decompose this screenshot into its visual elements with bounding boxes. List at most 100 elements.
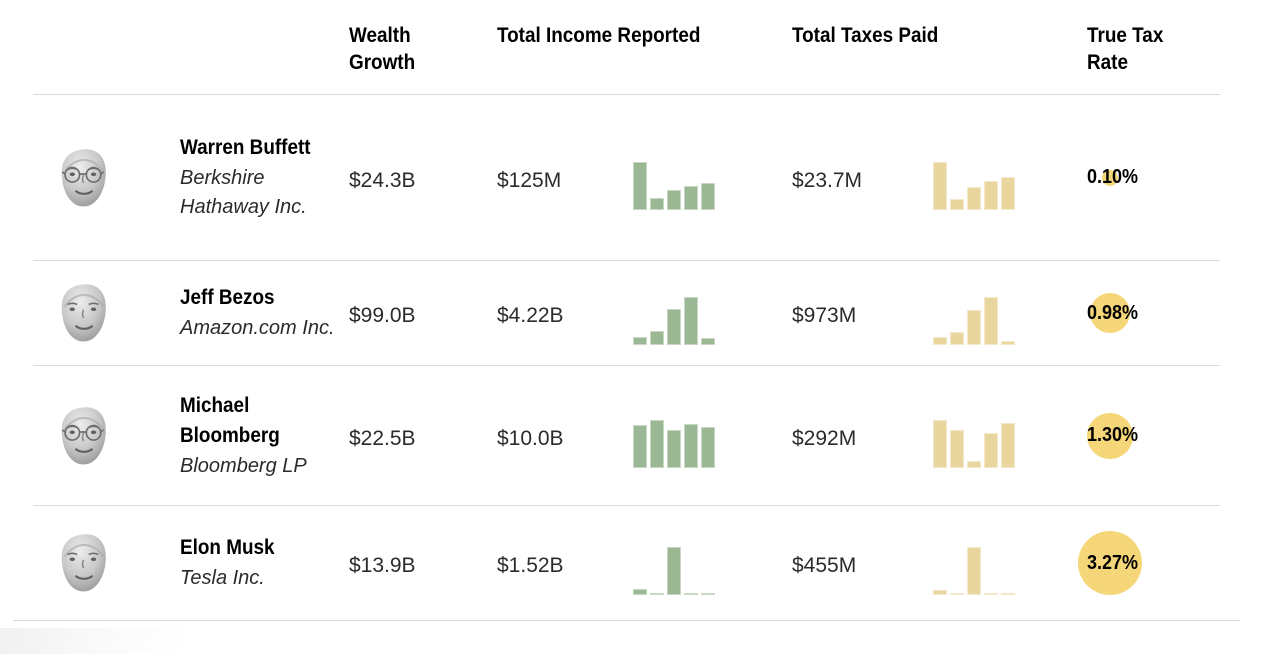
table-row-jeff-bezos: Jeff Bezos Amazon.com Inc. $99.0B $4.22B… (33, 261, 1220, 366)
true-tax-rate-value: 1.30% (1087, 424, 1139, 446)
spark-bar (1001, 423, 1015, 468)
person-cell: Warren Buffett Berkshire Hathaway Inc. (180, 133, 347, 222)
spark-bar (667, 430, 681, 468)
spark-bar (684, 297, 698, 345)
spark-bar (950, 198, 964, 210)
true-tax-rate-cell: 3.27% (1077, 531, 1220, 595)
income-sparkline (633, 547, 715, 595)
person-cell: Jeff Bezos Amazon.com Inc. (180, 283, 347, 343)
table-row-elon-musk: Elon Musk Tesla Inc. $13.9B $1.52B $455M… (33, 506, 1220, 620)
true-tax-rate-value: 0.10% (1087, 166, 1139, 188)
spark-bar (633, 161, 647, 210)
spark-bar (950, 430, 964, 468)
spark-bar (967, 310, 981, 345)
spark-bar (633, 425, 647, 468)
spark-bar (650, 330, 664, 345)
taxes-sparkline (933, 547, 1015, 595)
company-name: Amazon.com Inc. (180, 317, 335, 339)
spark-bar (633, 589, 647, 595)
taxes-sparkline (933, 297, 1015, 345)
taxes-sparkline (933, 161, 1015, 210)
table-row-warren-buffett: Warren Buffett Berkshire Hathaway Inc. $… (33, 95, 1220, 261)
corner-shade (0, 628, 185, 654)
portrait-jeff-bezos (50, 280, 118, 346)
spark-bar (701, 593, 715, 595)
person-name: Michael Bloomberg (180, 393, 280, 447)
spark-bar (1001, 176, 1015, 210)
rate-highlight-circle (1086, 412, 1133, 459)
true-tax-rate-cell: 1.30% (1085, 412, 1220, 459)
spark-bar (650, 593, 664, 595)
income-value: $1.52B (497, 554, 564, 577)
portrait-michael-bloomberg (50, 403, 118, 469)
true-tax-rate-cell: 0.98% (1085, 293, 1220, 333)
company-name: Tesla Inc. (180, 567, 265, 589)
spark-bar (950, 331, 964, 345)
rate-highlight-circle (1101, 169, 1118, 186)
person-name: Warren Buffett (180, 136, 311, 159)
spark-bar (933, 336, 947, 345)
spark-bar (933, 590, 947, 595)
spark-bar (967, 187, 981, 210)
wealth-growth-value: $22.5B (349, 426, 416, 450)
income-value: $125M (497, 168, 562, 192)
spark-bar (984, 432, 998, 468)
person-face-icon (60, 405, 107, 465)
income-sparkline (633, 161, 715, 210)
spark-bar (667, 309, 681, 345)
company-name: Bloomberg LP (180, 454, 307, 477)
spark-bar (701, 183, 715, 210)
taxes-value: $973M (792, 304, 857, 327)
true-tax-rate-value: 0.98% (1087, 301, 1139, 324)
spark-bar (933, 161, 947, 210)
spark-bar (701, 427, 715, 468)
person-face-icon (60, 533, 107, 593)
income-sparkline (633, 419, 715, 468)
table-row-michael-bloomberg: Michael Bloomberg Bloomberg LP $22.5B $1… (33, 366, 1220, 506)
table-header: Wealth Growth Total Income Reported Tota… (33, 0, 1220, 95)
spark-bar (933, 419, 947, 468)
person-name: Jeff Bezos (180, 286, 275, 309)
spark-bar (984, 593, 998, 595)
person-cell: Michael Bloomberg Bloomberg LP (180, 391, 347, 481)
wealth-growth-value: $99.0B (349, 304, 416, 327)
spark-bar (633, 336, 647, 345)
taxes-value: $455M (792, 554, 857, 577)
spark-bar (701, 338, 715, 345)
spark-bar (684, 186, 698, 210)
taxes-value: $292M (792, 426, 857, 450)
wealth-growth-value: $13.9B (349, 554, 416, 577)
col-header-true-tax-rate: True Tax Rate (1087, 24, 1164, 74)
bottom-divider (13, 620, 1240, 621)
tax-table: Wealth Growth Total Income Reported Tota… (33, 0, 1220, 620)
rate-highlight-circle (1089, 293, 1130, 333)
income-sparkline (633, 297, 715, 345)
taxes-sparkline (933, 419, 1015, 468)
col-header-wealth-growth: Wealth Growth (349, 24, 416, 74)
person-name: Elon Musk (180, 536, 275, 559)
person-cell: Elon Musk Tesla Inc. (180, 533, 347, 593)
spark-bar (684, 593, 698, 595)
col-header-total-taxes: Total Taxes Paid (792, 24, 939, 47)
true-tax-rate-cell: 0.10% (1085, 166, 1220, 189)
wealth-growth-value: $24.3B (349, 168, 416, 192)
rate-highlight-circle (1077, 531, 1142, 595)
spark-bar (650, 198, 664, 210)
spark-bar (984, 297, 998, 345)
taxes-value: $23.7M (792, 168, 863, 192)
person-face-icon (60, 283, 107, 343)
spark-bar (684, 424, 698, 468)
spark-bar (650, 419, 664, 468)
spark-bar (984, 180, 998, 210)
portrait-elon-musk (50, 530, 118, 596)
spark-bar (950, 593, 964, 595)
income-value: $10.0B (497, 426, 564, 450)
spark-bar (667, 190, 681, 210)
portrait-warren-buffett (50, 145, 118, 211)
spark-bar (967, 461, 981, 468)
spark-bar (967, 547, 981, 595)
true-tax-rate-value: 3.27% (1087, 551, 1139, 574)
income-value: $4.22B (497, 304, 564, 327)
spark-bar (667, 547, 681, 595)
